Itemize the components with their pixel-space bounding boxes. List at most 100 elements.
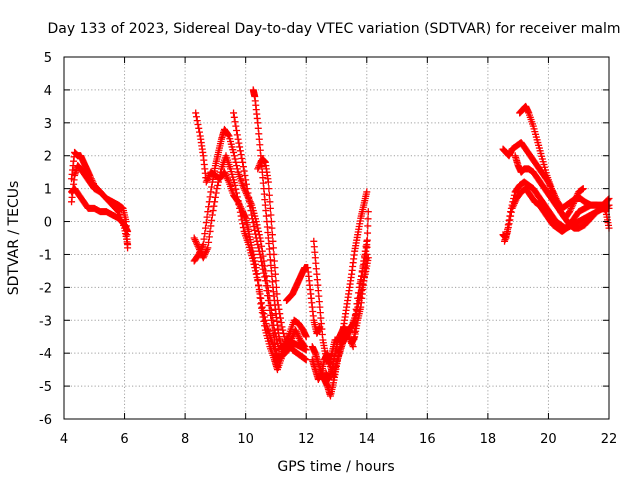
- data-point: [569, 199, 577, 207]
- data-point: [293, 329, 301, 337]
- y-tick-label: -5: [39, 380, 52, 395]
- x-tick-labels: 4 6 8 10 12 14 16 18 20 22: [60, 432, 617, 447]
- y-tick-label: -1: [39, 248, 52, 263]
- data-point: [507, 208, 515, 216]
- data-point: [276, 352, 284, 360]
- data-point: [265, 185, 273, 193]
- data-point: [264, 292, 272, 300]
- data-point: [232, 122, 240, 130]
- data-point: [579, 185, 587, 193]
- data-point: [567, 204, 575, 212]
- data-point: [207, 188, 215, 196]
- data-point: [261, 277, 269, 285]
- data-point: [202, 249, 210, 257]
- y-tick-label: -3: [39, 314, 52, 329]
- data-point: [242, 176, 250, 184]
- data-point: [224, 175, 231, 183]
- data-point: [193, 117, 201, 125]
- y-axis-label: SDTVAR / TECUs: [6, 181, 22, 296]
- data-point: [511, 198, 519, 206]
- y-tick-labels: -6 -5 -4 -3 -2 -1 0 1 2 3 4 5: [39, 51, 52, 428]
- data-point: [364, 215, 372, 223]
- data-point: [206, 193, 214, 201]
- data-point: [266, 306, 274, 314]
- data-point: [363, 236, 371, 244]
- data-point: [207, 222, 215, 230]
- y-tick-label: -2: [39, 281, 52, 296]
- data-point: [208, 183, 216, 191]
- series-arc2g: [283, 264, 324, 337]
- x-axis-label: GPS time / hours: [277, 459, 394, 475]
- data-point: [571, 196, 579, 204]
- data-point: [362, 242, 370, 250]
- data-point: [363, 243, 371, 251]
- data-point: [363, 250, 371, 258]
- data-point: [505, 220, 513, 228]
- data-point: [278, 323, 286, 331]
- data-point: [203, 213, 211, 221]
- data-point: [204, 208, 212, 216]
- data-point: [264, 178, 272, 186]
- data-point: [364, 222, 372, 230]
- data-point: [262, 320, 270, 328]
- data-point: [237, 151, 245, 159]
- data-point: [222, 171, 230, 179]
- y-tick-label: 4: [44, 84, 52, 99]
- data-point: [200, 235, 208, 243]
- data-point: [202, 247, 210, 255]
- data-point: [236, 147, 244, 155]
- axis-ticks: [63, 56, 610, 420]
- data-point: [302, 346, 310, 354]
- data-point: [604, 196, 612, 204]
- data-point: [201, 230, 209, 238]
- data-point: [252, 270, 260, 278]
- data-point: [203, 176, 211, 184]
- data-point: [270, 257, 278, 265]
- data-point: [261, 313, 269, 321]
- data-point: [199, 242, 207, 250]
- data-point: [361, 247, 369, 255]
- data-point: [197, 246, 205, 254]
- data-point: [566, 206, 574, 214]
- data-point: [233, 162, 241, 170]
- data-point: [295, 333, 303, 341]
- data-point: [276, 310, 284, 318]
- data-point: [260, 269, 268, 277]
- data-point: [231, 181, 239, 189]
- data-point: [267, 218, 275, 226]
- data-point: [251, 264, 259, 272]
- plot-frame: [63, 56, 610, 420]
- data-point: [249, 257, 257, 265]
- data-point: [232, 185, 240, 193]
- data-point: [256, 250, 264, 258]
- data-point: [206, 227, 214, 235]
- data-point: [255, 281, 263, 289]
- data-point: [504, 224, 512, 232]
- data-point: [572, 193, 580, 201]
- data-point: [270, 250, 278, 258]
- data-point: [280, 333, 288, 341]
- data-point: [233, 131, 241, 139]
- data-point: [245, 198, 253, 206]
- data-point: [279, 326, 287, 334]
- data-point: [277, 318, 285, 326]
- data-point: [236, 143, 244, 151]
- data-point: [262, 282, 270, 290]
- data-point: [201, 250, 209, 258]
- data-point: [566, 208, 574, 216]
- data-point: [509, 203, 517, 211]
- y-tick-label: 5: [44, 51, 52, 66]
- data-point: [292, 328, 300, 336]
- data-point: [193, 241, 201, 249]
- data-point: [257, 294, 265, 302]
- data-point: [195, 124, 203, 132]
- data-point: [258, 299, 266, 307]
- data-point: [236, 204, 244, 212]
- data-point: [233, 189, 241, 197]
- data-point: [277, 351, 285, 359]
- data-point: [255, 247, 263, 255]
- data-point: [364, 208, 372, 216]
- data-point: [267, 316, 275, 324]
- data-point: [232, 158, 240, 166]
